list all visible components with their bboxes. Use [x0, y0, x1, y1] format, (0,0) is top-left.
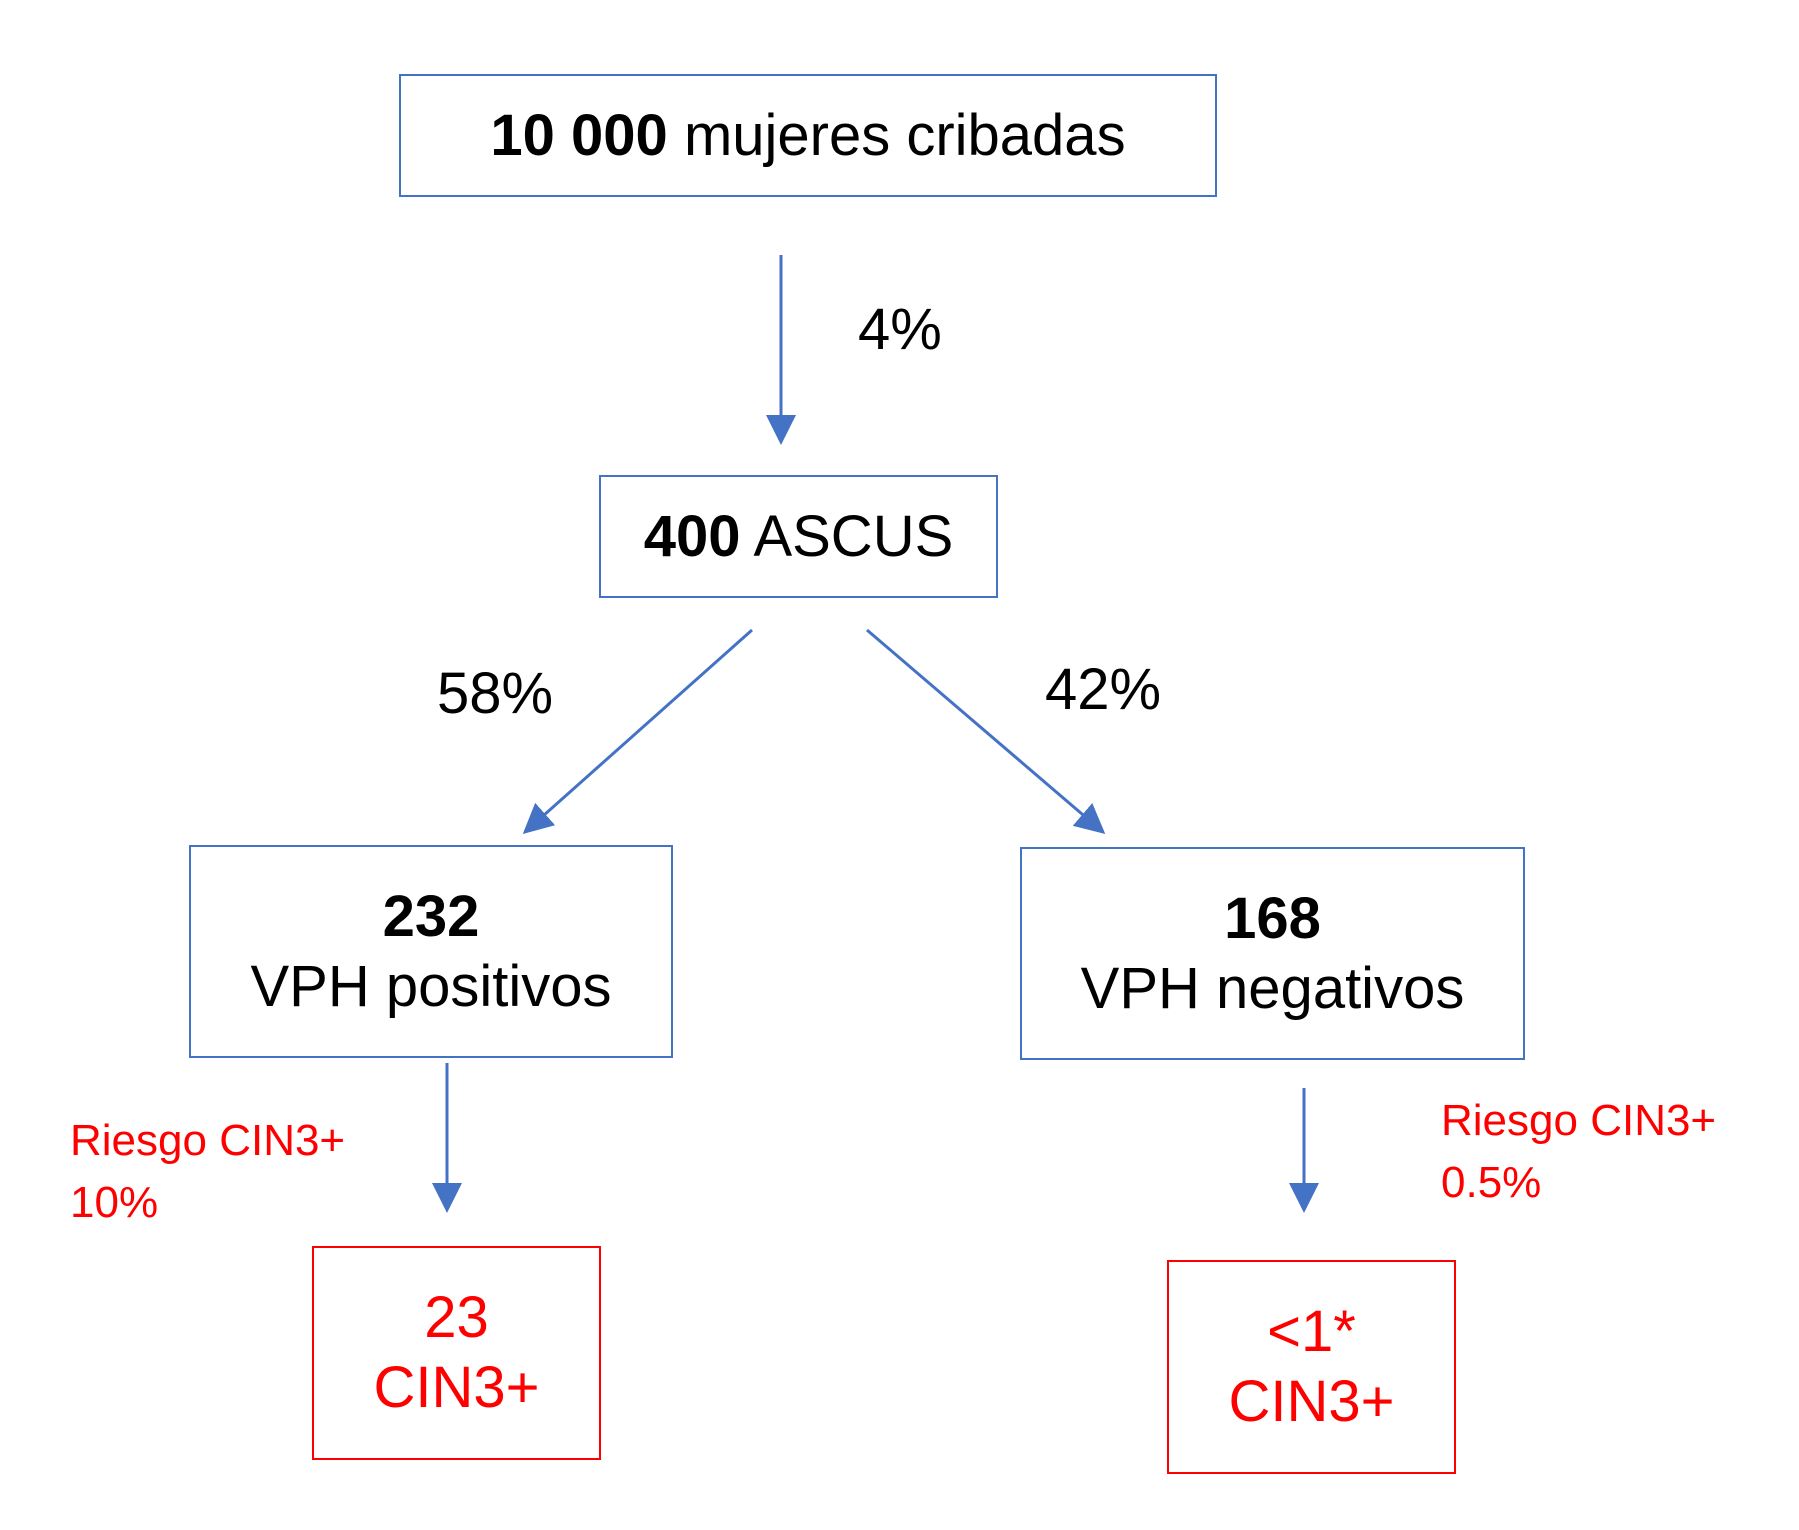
hpv-negative-label: VPH negativos	[1080, 955, 1465, 1021]
ascus-node-number: 400	[643, 503, 741, 569]
arrow-ascus-to-negative	[866, 628, 1106, 834]
result-left-value: 23	[424, 1285, 489, 1351]
edge-left-percent: 58%	[437, 661, 554, 726]
risk-right-annotation: Riesgo CIN3+ 0.5%	[1441, 1090, 1716, 1213]
result-left-label: CIN3+	[373, 1355, 540, 1420]
ascus-node: 400 ASCUS	[599, 475, 998, 598]
result-left-node: 23 CIN3+	[312, 1246, 601, 1460]
risk-right-value: 0.5%	[1441, 1157, 1542, 1207]
result-right-node: <1* CIN3+	[1167, 1260, 1456, 1474]
root-node: 10 000 mujeres cribadas	[399, 74, 1217, 197]
root-node-label: mujeres cribadas	[683, 102, 1126, 168]
result-right-value: <1*	[1267, 1299, 1356, 1365]
edge-root-percent: 4%	[858, 297, 942, 362]
root-node-number: 10 000	[490, 102, 668, 168]
hpv-negative-node: 168 VPH negativos	[1020, 847, 1525, 1060]
root-node-text: 10 000 mujeres cribadas	[490, 101, 1125, 171]
hpv-positive-node: 232 VPH positivos	[189, 845, 673, 1058]
hpv-positive-number: 232	[382, 883, 480, 949]
arrow-ascus-to-positive	[522, 628, 753, 834]
risk-right-title: Riesgo CIN3+	[1441, 1096, 1717, 1145]
risk-left-annotation: Riesgo CIN3+ 10%	[70, 1110, 345, 1233]
ascus-node-label: ASCUS	[753, 503, 954, 569]
risk-left-title: Riesgo CIN3+	[70, 1116, 346, 1165]
hpv-positive-label: VPH positivos	[250, 953, 612, 1019]
edge-right-percent: 42%	[1045, 657, 1162, 722]
hpv-negative-number: 168	[1224, 885, 1321, 951]
ascus-node-text: 400 ASCUS	[644, 502, 954, 572]
result-right-label: CIN3+	[1228, 1369, 1395, 1434]
risk-left-value: 10%	[70, 1177, 159, 1227]
